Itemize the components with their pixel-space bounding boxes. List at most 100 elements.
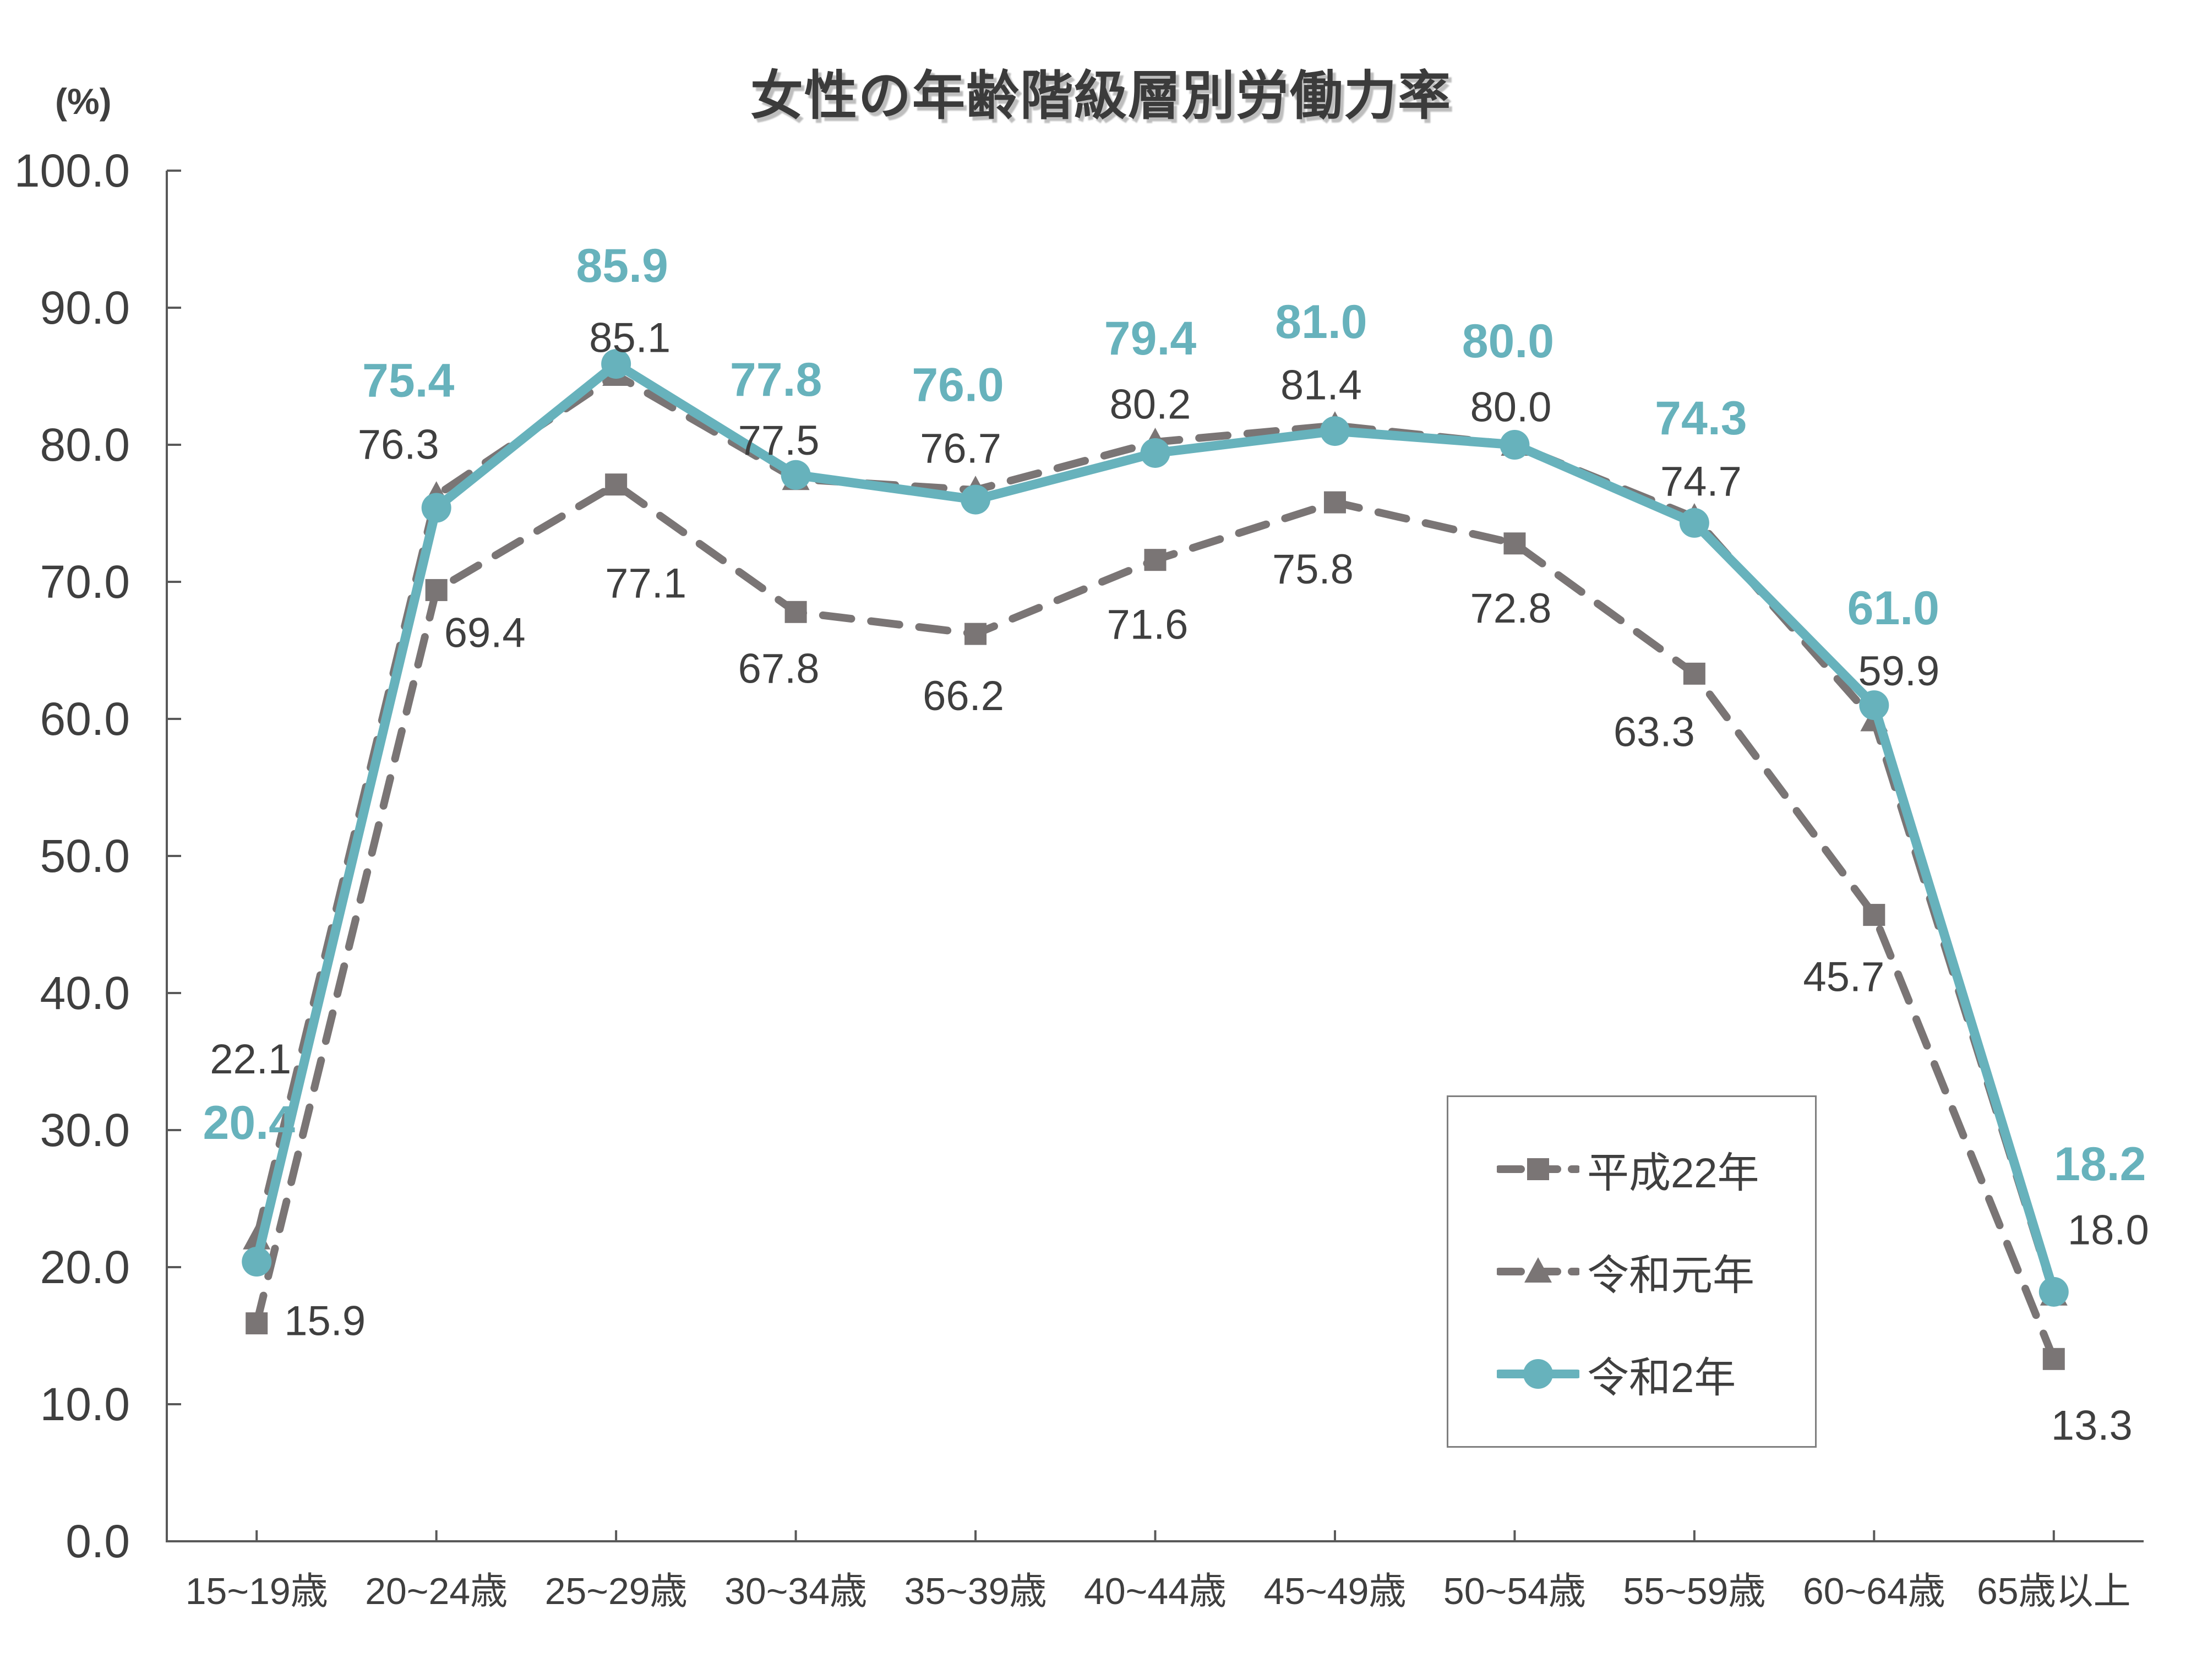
- data-label: 81.4: [1280, 362, 1362, 409]
- data-point-marker-square: [246, 1312, 268, 1335]
- data-point-marker-circle: [1320, 416, 1350, 446]
- y-axis-tick-label: 70.0: [40, 556, 130, 608]
- legend-marker-circle-icon: [1497, 1359, 1579, 1389]
- data-point-marker-circle: [781, 460, 811, 490]
- data-label: 45.7: [1803, 954, 1884, 1001]
- data-label: 72.8: [1470, 585, 1551, 632]
- data-label: 74.3: [1655, 392, 1747, 445]
- data-label: 76.3: [358, 422, 439, 468]
- data-point-marker-circle: [1140, 438, 1170, 468]
- data-label: 71.6: [1107, 602, 1189, 648]
- y-axis-tick-label: 80.0: [40, 419, 130, 471]
- x-axis-tick-label: 50~54歳: [1443, 1570, 1586, 1612]
- data-point-marker-circle: [1859, 690, 1889, 721]
- y-axis-tick-label: 90.0: [40, 282, 130, 334]
- chart-title: 女性の年齢階級層別労働力率: [750, 67, 1452, 126]
- legend-label: 令和2年: [1587, 1355, 1736, 1401]
- data-point-marker-circle: [1679, 508, 1709, 538]
- data-label: 75.4: [362, 354, 455, 407]
- data-labels-reiwa2: 20.4 75.4 85.9 77.8 76.0 79.4 81.0 80.0 74.3 61.0…: [203, 239, 2146, 1191]
- data-point-marker-circle: [421, 493, 451, 523]
- data-point-marker-square: [964, 623, 987, 645]
- data-labels-heisei22: 15.9 69.4 77.1 67.8 66.2 71.6 75.8 72.8 63.3 45.7…: [284, 546, 2132, 1449]
- x-axis-tick-label: 60~64歳: [1803, 1570, 1945, 1612]
- y-axis-tick-label: 50.0: [40, 830, 130, 882]
- data-label: 66.2: [923, 673, 1004, 719]
- data-label: 74.7: [1660, 458, 1742, 505]
- y-axis-tick-label: 20.0: [40, 1241, 130, 1293]
- series-heisei22: [246, 473, 2065, 1370]
- x-axis-tick-label: 35~39歳: [904, 1570, 1047, 1612]
- data-label: 15.9: [284, 1298, 366, 1345]
- data-point-marker-square: [1683, 662, 1705, 685]
- data-label: 22.1: [210, 1036, 291, 1083]
- data-label: 76.0: [912, 359, 1004, 412]
- axis-lines: [166, 171, 2144, 1542]
- data-label: 13.3: [2051, 1402, 2133, 1449]
- data-label: 81.0: [1275, 296, 1367, 348]
- data-label: 80.2: [1110, 381, 1191, 428]
- data-labels-reiwa1: 22.1 76.3 85.1 77.5 76.7 80.2 81.4 80.0 74.7 59.9…: [210, 315, 2149, 1254]
- y-axis-tick-label: 40.0: [40, 967, 130, 1019]
- y-axis-unit-label: (%): [55, 81, 112, 122]
- y-axis-tick-label: 10.0: [40, 1378, 130, 1430]
- x-axis-tick-label: 65歳以上: [1977, 1570, 2131, 1612]
- data-point-marker-circle: [601, 349, 631, 379]
- data-point-marker-square: [425, 579, 448, 601]
- legend-box: 平成22年令和元年令和2年: [1447, 1095, 1817, 1448]
- legend-label: 令和元年: [1587, 1252, 1754, 1299]
- data-point-marker-square: [1527, 1158, 1549, 1180]
- data-label: 80.0: [1470, 384, 1551, 431]
- data-point-marker-circle: [1523, 1359, 1553, 1389]
- data-label: 67.8: [738, 645, 820, 692]
- data-label: 77.1: [605, 560, 686, 607]
- x-axis-tick-label: 15~19歳: [186, 1570, 328, 1612]
- legend-item-reiwa1: 令和元年: [1497, 1241, 1815, 1302]
- data-label: 69.4: [444, 609, 526, 656]
- x-axis-tick-label: 20~24歳: [365, 1570, 508, 1612]
- x-axis-tick-label: 40~44歳: [1084, 1570, 1227, 1612]
- data-label: 59.9: [1858, 648, 1939, 695]
- x-axis-tick-label: 30~34歳: [724, 1570, 867, 1612]
- data-point-marker-square: [1144, 549, 1167, 571]
- legend-marker-triangle-icon: [1497, 1257, 1579, 1283]
- series-reiwa2: [242, 349, 2069, 1307]
- data-label: 85.9: [576, 239, 668, 292]
- y-axis-tick-label: 100.0: [14, 145, 130, 197]
- x-axis-tick-label: 45~49歳: [1263, 1570, 1406, 1612]
- data-label: 61.0: [1847, 582, 1939, 635]
- legend-item-reiwa2: 令和2年: [1497, 1344, 1815, 1404]
- x-axis-tick-label: 25~29歳: [545, 1570, 688, 1612]
- data-label: 18.0: [2068, 1207, 2149, 1253]
- data-point-marker-circle: [242, 1247, 272, 1277]
- data-label: 76.7: [920, 426, 1001, 472]
- y-axis-tick-label: 30.0: [40, 1104, 130, 1156]
- data-point-marker-circle: [961, 484, 991, 515]
- data-label: 18.2: [2054, 1138, 2146, 1191]
- data-label: 63.3: [1614, 708, 1695, 755]
- y-axis-tick-label: 0.0: [66, 1515, 130, 1567]
- data-label: 77.5: [738, 417, 820, 464]
- data-point-marker-circle: [1500, 430, 1530, 460]
- legend-item-heisei22: 平成22年: [1497, 1139, 1815, 1199]
- legend-marker-square-icon: [1497, 1158, 1579, 1180]
- data-label: 80.0: [1462, 315, 1554, 368]
- legend-label: 平成22年: [1587, 1150, 1759, 1197]
- x-axis-tick-label: 55~59歳: [1623, 1570, 1765, 1612]
- data-point-marker-square: [1863, 904, 1885, 926]
- data-label: 79.4: [1104, 312, 1197, 365]
- data-point-marker-square: [784, 601, 807, 623]
- data-point-marker-square: [1323, 491, 1346, 514]
- data-point-marker-square: [1503, 532, 1526, 555]
- data-label: 20.4: [203, 1097, 296, 1149]
- data-label: 75.8: [1272, 546, 1354, 593]
- data-point-marker-circle: [2039, 1277, 2069, 1307]
- data-label: 85.1: [589, 315, 671, 362]
- y-axis-tick-label: 60.0: [40, 693, 130, 745]
- data-label: 77.8: [730, 353, 822, 406]
- data-point-marker-square: [2042, 1348, 2065, 1370]
- data-point-marker-triangle: [1524, 1257, 1552, 1283]
- data-point-marker-square: [605, 473, 628, 496]
